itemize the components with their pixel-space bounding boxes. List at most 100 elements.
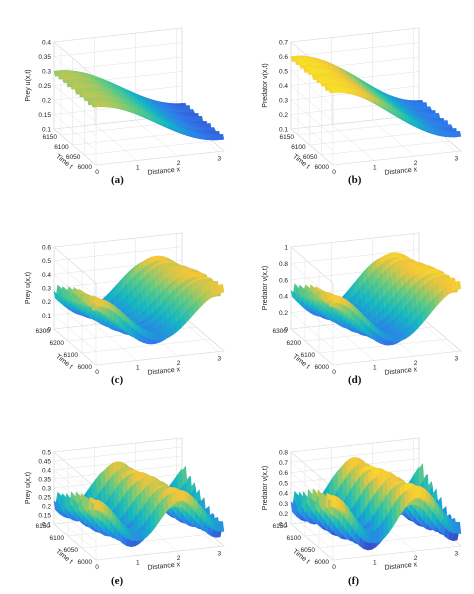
y-tick-label: 6150 [280, 134, 295, 141]
z-tick-label: 0.4 [279, 294, 288, 301]
y-tick-label: 6200 [287, 340, 302, 347]
surface-mesh [53, 70, 225, 141]
surface-cell [434, 113, 441, 120]
panel-d: 0 0.2 0.4 0.6 0.8 1 6000 6100 6200 6300 0 1 2 3 Distan… [237, 205, 474, 400]
y-tick-label: 6300 [273, 328, 288, 335]
y-tick-label: 6000 [78, 364, 93, 371]
surface-cell [446, 124, 453, 129]
grid-line-x [94, 37, 137, 161]
z-tick-label: 0.35 [38, 54, 51, 61]
panel-label-a: (a) [111, 174, 124, 186]
z-tick-label: 0.2 [279, 112, 288, 119]
z-tick-label: 0.3 [42, 69, 51, 76]
x-tick-label: 2 [414, 360, 418, 367]
z-axis-label: Prey u(x,t) [25, 69, 32, 101]
z-tick-label: 0.5 [42, 258, 51, 265]
z-tick-label: 0.6 [279, 277, 288, 284]
z-tick-label: 0.15 [38, 112, 51, 119]
x-tick-label: 3 [217, 156, 221, 163]
y-tick-label: 6000 [315, 164, 330, 171]
grid-line-x [331, 242, 374, 361]
surface-mesh [53, 255, 225, 345]
z-tick-label: 0 [284, 327, 288, 334]
panel-b: 0.1 0.2 0.3 0.4 0.5 0.6 0.7 6000 6050 6100 6150 0 1 2… [237, 0, 474, 200]
x-tick-label: 1 [373, 165, 377, 172]
z-tick-label: 0.1 [42, 313, 51, 320]
axis-labels: 0.10.150.20.250.30.350.46000605061006150… [25, 40, 221, 177]
y-tick-label: 6000 [78, 164, 93, 171]
y-tick-label: 6050 [66, 154, 81, 161]
grid-line-x [290, 42, 334, 166]
z-axis-label: Predator v(x,t) [262, 63, 269, 107]
z-tick-label: 0.6 [279, 54, 288, 61]
y-tick-label: 6100 [291, 144, 306, 151]
surface-chart-a: 0.10.150.20.250.30.350.46000605061006150… [25, 27, 225, 177]
x-axis-label: Distance x [384, 166, 418, 175]
x-tick-label: 1 [373, 365, 377, 372]
y-tick-label: 6050 [303, 154, 318, 161]
z-tick-label: 0.7 [279, 40, 288, 47]
surface-chart-c: 00.10.20.30.40.50.660006100620063000123D… [25, 232, 225, 377]
z-tick-label: 0.6 [42, 245, 51, 252]
x-tick-label: 2 [177, 160, 181, 167]
grid-line-x [94, 242, 137, 361]
x-tick-label: 0 [332, 369, 336, 375]
y-tick-label: 6150 [43, 134, 58, 141]
surface-cell [218, 133, 225, 140]
panel-c: 0 0.1 0.2 0.3 0.4 0.5 0.6 6000 6100 6200 6300 0 1 2 3 D… [0, 205, 237, 400]
surface-mesh [53, 461, 225, 547]
panel-label-b: (b) [348, 174, 362, 186]
x-tick-label: 1 [136, 165, 140, 172]
panel-label-c: (c) [111, 374, 124, 386]
surface-mesh [290, 252, 462, 346]
grid-line-x [135, 33, 178, 157]
surface-chart-b: 0.1 0.2 0.3 0.4 0.5 0.6 0.7 6000 6050 6100 6150 0 1 2… [262, 27, 462, 177]
z-tick-label: 0.8 [279, 261, 288, 268]
z-tick-label: 0.1 [42, 127, 51, 134]
z-tick-label: 0.2 [42, 299, 51, 306]
y-tick-label: 6100 [301, 352, 316, 359]
x-axis-label: Distance x [147, 166, 181, 175]
z-tick-label: 0.25 [38, 83, 51, 90]
y-tick-label: 6200 [50, 340, 65, 347]
x-tick-label: 3 [217, 356, 221, 363]
x-tick-label: 3 [454, 356, 458, 363]
surface-cell [455, 131, 462, 138]
z-tick-label: 0.2 [42, 98, 51, 105]
z-axis-label: Prey u(x,t) [25, 272, 32, 304]
z-tick-label: 0.3 [42, 286, 51, 293]
surface-mesh [290, 55, 462, 138]
surface-cell [425, 106, 432, 111]
grid-line-x [372, 33, 415, 157]
z-tick-label: 0.4 [279, 83, 288, 90]
x-tick-label: 0 [95, 169, 99, 175]
z-tick-label: 0.5 [279, 69, 288, 76]
y-tick-label: 6100 [64, 352, 79, 359]
panel-e: 0.1 0.15 0.2 0.25 0.3 0.35 0.4 0.45 0.5 6000 6050 6… [0, 410, 237, 594]
z-tick-label: 1 [284, 245, 288, 252]
x-axis-label: Distance x [384, 366, 418, 375]
x-axis-label: Distance x [147, 366, 181, 375]
surface-chart-d: 00.20.40.60.8160006100620063000123Distan… [262, 232, 462, 377]
surface-chart-e: 0.10.150.20.250.30.350.40.450.5600060506… [25, 437, 225, 572]
x-tick-label: 0 [95, 369, 99, 375]
z-tick-label: 0.3 [279, 98, 288, 105]
surface-cell [218, 284, 225, 294]
x-tick-label: 3 [454, 156, 458, 163]
x-tick-label: 0 [332, 169, 336, 175]
panel-a: 0.1 0.15 0.2 0.25 0.3 0.35 0.4 6000 6050 6100 6150… [0, 0, 237, 200]
surface-cell [455, 280, 462, 290]
z-tick-label: 0.4 [42, 272, 51, 279]
grid-line-x [290, 247, 334, 366]
surface-cell [197, 115, 204, 122]
x-tick-label: 2 [177, 360, 181, 367]
x-tick-label: 1 [136, 365, 140, 372]
z-tick-label: 0 [47, 327, 51, 334]
x-tick-label: 2 [414, 160, 418, 167]
grid-line-x [53, 247, 97, 366]
y-tick-label: 6300 [36, 328, 51, 335]
z-axis-label: Predator v(x,t) [262, 266, 269, 310]
z-tick-label: 0.2 [279, 310, 288, 317]
z-tick-label: 0.1 [279, 127, 288, 134]
